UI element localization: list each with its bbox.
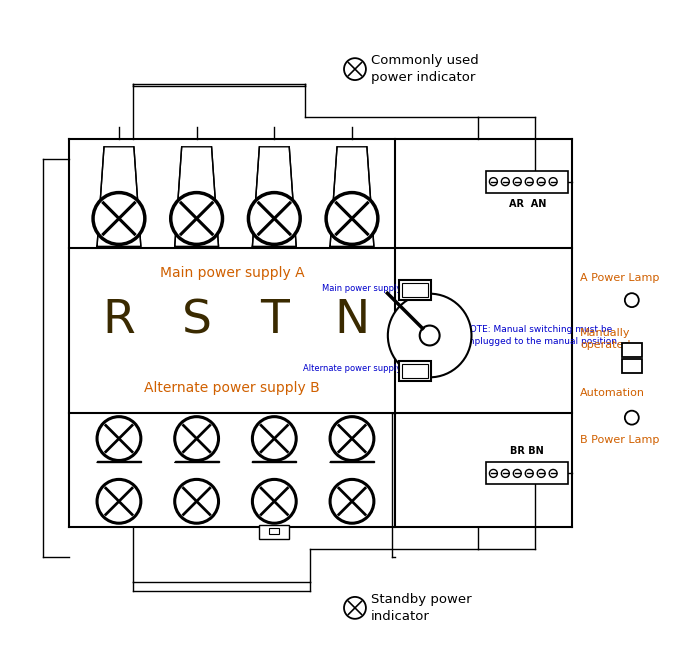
Circle shape: [514, 178, 521, 186]
Circle shape: [537, 470, 545, 478]
Circle shape: [175, 417, 219, 460]
Circle shape: [625, 411, 638, 425]
Circle shape: [344, 58, 366, 80]
Bar: [399, 280, 431, 300]
Circle shape: [501, 470, 509, 478]
Circle shape: [248, 192, 301, 245]
Circle shape: [97, 417, 141, 460]
Bar: [260, 525, 289, 539]
Text: B Power Lamp: B Power Lamp: [580, 435, 659, 445]
Bar: [486, 462, 568, 484]
Circle shape: [525, 470, 533, 478]
Text: Main power supply A: Main power supply A: [160, 266, 304, 280]
Text: S: S: [182, 298, 212, 343]
Circle shape: [175, 480, 219, 523]
Circle shape: [549, 178, 557, 186]
Circle shape: [326, 192, 378, 245]
Bar: [402, 364, 428, 378]
Bar: [399, 361, 431, 381]
Circle shape: [537, 178, 545, 186]
Text: Main power supply A: Main power supply A: [322, 283, 409, 293]
Text: N: N: [335, 298, 370, 343]
Text: AR  AN: AR AN: [509, 198, 546, 208]
Circle shape: [420, 326, 439, 346]
Text: NOTE: Manual switching must be
unplugged to the manual position.: NOTE: Manual switching must be unplugged…: [462, 325, 619, 346]
Text: Manually
operated: Manually operated: [580, 328, 631, 350]
Bar: [269, 528, 279, 534]
Bar: [622, 359, 642, 373]
Circle shape: [93, 192, 145, 245]
Circle shape: [625, 293, 638, 307]
Bar: [402, 283, 428, 297]
Bar: [622, 343, 642, 357]
Circle shape: [253, 480, 296, 523]
Circle shape: [489, 470, 498, 478]
Text: Alternate power supply B: Alternate power supply B: [144, 381, 320, 395]
Circle shape: [514, 470, 521, 478]
Circle shape: [501, 178, 509, 186]
Circle shape: [97, 480, 141, 523]
Circle shape: [253, 417, 296, 460]
Text: T: T: [260, 298, 289, 343]
Text: A Power Lamp: A Power Lamp: [580, 273, 659, 283]
Circle shape: [330, 480, 374, 523]
Text: Automation: Automation: [580, 388, 645, 398]
Bar: [486, 171, 568, 192]
Text: Commonly used
power indicator: Commonly used power indicator: [371, 54, 479, 84]
Circle shape: [525, 178, 533, 186]
Circle shape: [344, 597, 366, 619]
Circle shape: [330, 417, 374, 460]
Circle shape: [171, 192, 223, 245]
Circle shape: [489, 178, 498, 186]
Text: Standby power
indicator: Standby power indicator: [371, 593, 471, 623]
Circle shape: [388, 293, 471, 377]
Text: BR BN: BR BN: [510, 446, 544, 456]
Text: Alternate power supply B: Alternate power supply B: [303, 364, 409, 373]
Text: R: R: [103, 298, 135, 343]
Circle shape: [549, 470, 557, 478]
